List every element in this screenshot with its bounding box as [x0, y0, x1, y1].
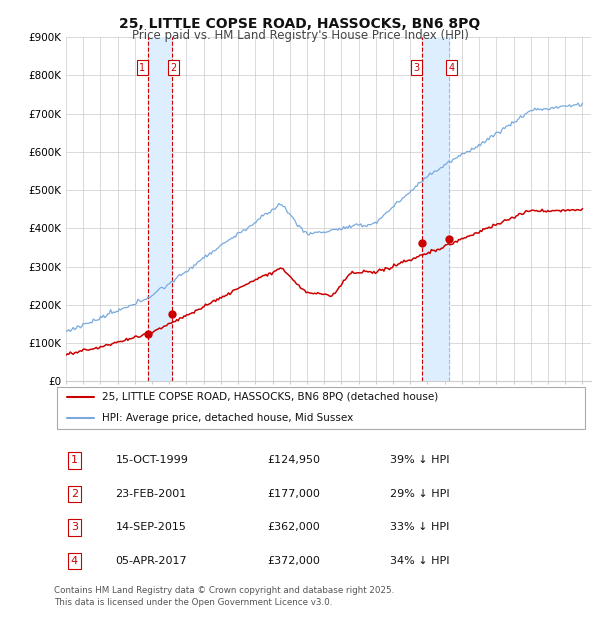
FancyBboxPatch shape	[56, 387, 586, 428]
Text: 15-OCT-1999: 15-OCT-1999	[115, 456, 188, 466]
Text: £124,950: £124,950	[268, 456, 320, 466]
Text: 1: 1	[71, 456, 78, 466]
Text: 34% ↓ HPI: 34% ↓ HPI	[391, 556, 450, 566]
Text: 33% ↓ HPI: 33% ↓ HPI	[391, 523, 450, 533]
Text: 4: 4	[448, 63, 454, 73]
Text: 25, LITTLE COPSE ROAD, HASSOCKS, BN6 8PQ: 25, LITTLE COPSE ROAD, HASSOCKS, BN6 8PQ	[119, 17, 481, 32]
Text: 2: 2	[170, 63, 177, 73]
Text: Contains HM Land Registry data © Crown copyright and database right 2025.
This d: Contains HM Land Registry data © Crown c…	[54, 586, 394, 607]
Text: 3: 3	[71, 523, 78, 533]
Text: 1: 1	[139, 63, 145, 73]
Text: 4: 4	[71, 556, 78, 566]
Text: 14-SEP-2015: 14-SEP-2015	[115, 523, 186, 533]
Text: £372,000: £372,000	[268, 556, 320, 566]
Text: 29% ↓ HPI: 29% ↓ HPI	[391, 489, 450, 499]
Text: 23-FEB-2001: 23-FEB-2001	[115, 489, 187, 499]
Text: Price paid vs. HM Land Registry's House Price Index (HPI): Price paid vs. HM Land Registry's House …	[131, 29, 469, 42]
Text: 3: 3	[413, 63, 419, 73]
Text: HPI: Average price, detached house, Mid Sussex: HPI: Average price, detached house, Mid …	[102, 414, 353, 423]
Text: 39% ↓ HPI: 39% ↓ HPI	[391, 456, 450, 466]
Text: 25, LITTLE COPSE ROAD, HASSOCKS, BN6 8PQ (detached house): 25, LITTLE COPSE ROAD, HASSOCKS, BN6 8PQ…	[102, 392, 439, 402]
Bar	[422, 37, 449, 381]
Text: £177,000: £177,000	[268, 489, 320, 499]
Text: £362,000: £362,000	[268, 523, 320, 533]
Text: 2: 2	[71, 489, 78, 499]
Bar	[148, 37, 172, 381]
Text: 05-APR-2017: 05-APR-2017	[115, 556, 187, 566]
